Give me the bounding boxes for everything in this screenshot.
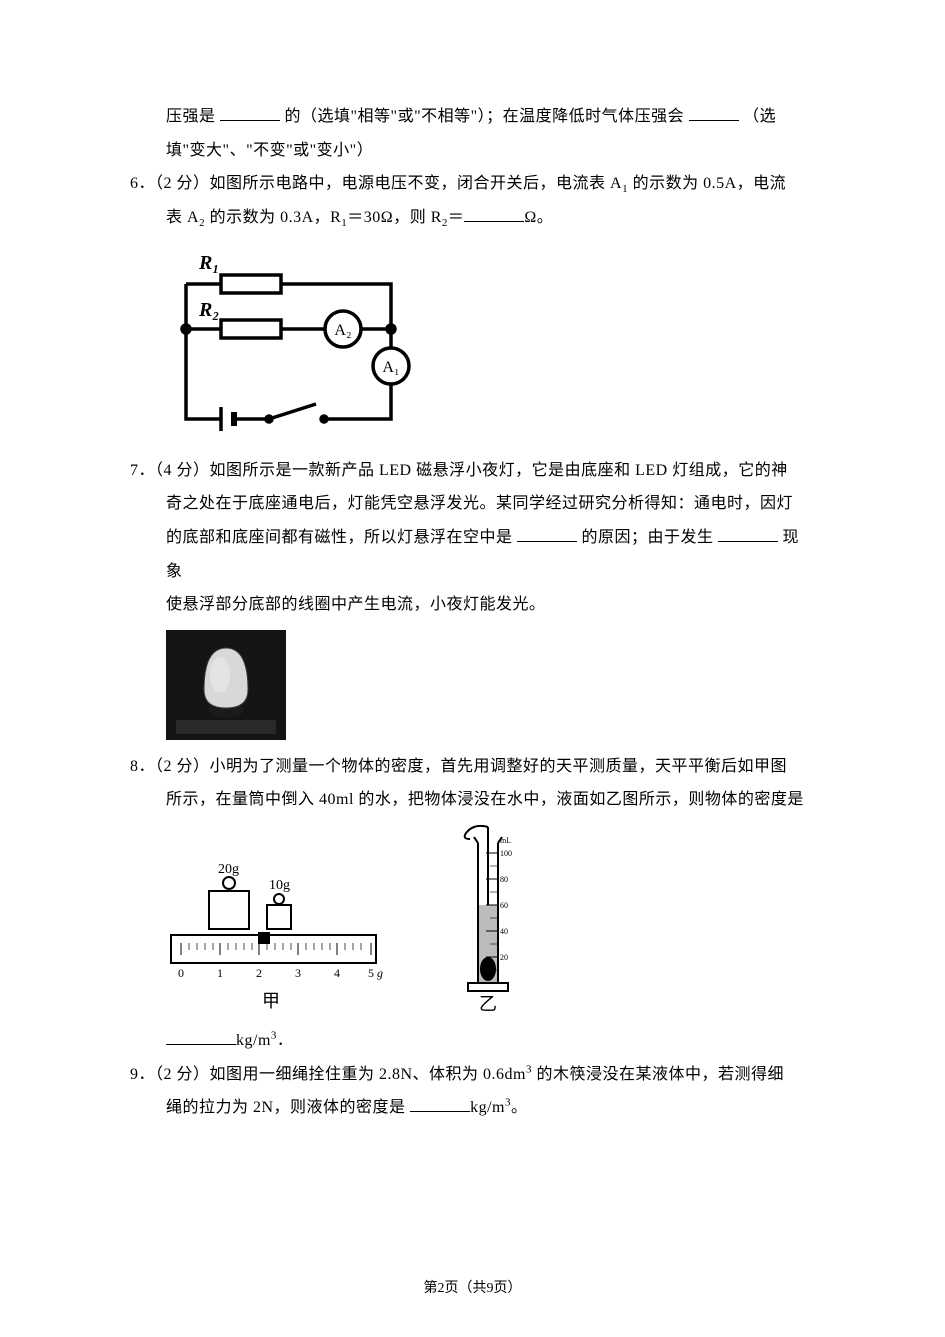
q7-l1: 7．（4 分）如图所示是一款新产品 LED 磁悬浮小夜灯，它是由底座和 LED … — [130, 462, 788, 479]
q9-l1b: 的木筷浸没在某液体中，若测得细 — [532, 1066, 784, 1083]
q5-line2: 填"变大"、"不变"或"变小"） — [130, 134, 815, 168]
exam-page: 压强是 的（选填"相等"或"不相等"）；在温度降低时气体压强会 （选 填"变大"… — [0, 0, 945, 1337]
circuit-a1-label: A₁ — [382, 359, 399, 376]
w20-label: 20g — [218, 862, 239, 877]
q6-line1: 6．（2 分）如图所示电路中，电源电压不变，闭合开关后，电流表 A1 的示数为 … — [130, 167, 815, 201]
s5: 5 — [368, 966, 374, 980]
cyl-60: 60 — [500, 901, 508, 910]
s4: 4 — [334, 966, 340, 980]
balance-svg: 20g 10g — [166, 855, 386, 1015]
q7-line2: 奇之处在于底座通电后，灯能凭空悬浮发光。某同学经过研究分析得知：通电时，因灯 — [130, 487, 815, 521]
sg: g — [377, 966, 383, 980]
circuit-svg: R₁ R₂ A₂ A₁ — [166, 244, 416, 444]
q8-answer-line: kg/m3． — [130, 1024, 815, 1058]
q9-suffix: 。 — [511, 1099, 528, 1116]
q8-figures: 20g 10g — [166, 825, 815, 1020]
q6-t2: 的示数为 0.5A，电流 — [628, 175, 786, 192]
balance-label: 甲 — [262, 991, 280, 1011]
q8-unit-prefix: kg/m — [236, 1032, 271, 1049]
q6-line2: 表 A2 的示数为 0.3A，R1＝30Ω，则 R2＝Ω。 — [130, 201, 815, 235]
q7-line3: 的底部和底座间都有磁性，所以灯悬浮在空中是 的原因；由于发生 现象 — [130, 521, 815, 588]
cyl-40: 40 — [500, 927, 508, 936]
q7-l3a: 的底部和底座间都有磁性，所以灯悬浮在空中是 — [166, 529, 513, 546]
q5-t3: （选 — [743, 108, 776, 125]
cyl-80: 80 — [500, 875, 508, 884]
q9-l1a: 9．（2 分）如图用一细绳拴住重为 2.8N、体积为 0.6dm — [130, 1066, 526, 1083]
q7-line4: 使悬浮部分底部的线圈中产生电流，小夜灯能发光。 — [130, 588, 815, 622]
q7-l4: 使悬浮部分底部的线圈中产生电流，小夜灯能发光。 — [166, 596, 546, 613]
q6-l2a: 表 A — [166, 209, 199, 226]
q9-unit-prefix: kg/m — [470, 1099, 505, 1116]
q6-num: 6．（2 分）如图所示电路中，电源电压不变，闭合开关后，电流表 A — [130, 175, 622, 192]
s1: 1 — [217, 966, 223, 980]
q5-t4: 填"变大"、"不变"或"变小"） — [166, 142, 373, 159]
page-footer: 第2页（共9页） — [0, 1277, 945, 1297]
q8-line2: 所示，在量筒中倒入 40ml 的水，把物体浸没在水中，液面如乙图所示，则物体的密… — [130, 783, 815, 817]
q8-balance: 20g 10g — [166, 855, 386, 1020]
q7-line1: 7．（4 分）如图所示是一款新产品 LED 磁悬浮小夜灯，它是由底座和 LED … — [130, 454, 815, 488]
circuit-a2-label: A₂ — [334, 322, 351, 339]
q8-cylinder: mL 100 80 60 40 20 乙 — [456, 825, 536, 1020]
q8-line1: 8．（2 分）小明为了测量一个物体的密度，首先用调整好的天平测质量，天平平衡后如… — [130, 750, 815, 784]
q7-blank2[interactable] — [718, 525, 778, 542]
s0: 0 — [178, 966, 184, 980]
q6-blank[interactable] — [464, 205, 524, 222]
s2: 2 — [256, 966, 262, 980]
lamp-svg — [166, 630, 286, 740]
q9-line1: 9．（2 分）如图用一细绳拴住重为 2.8N、体积为 0.6dm3 的木筷浸没在… — [130, 1058, 815, 1092]
cylinder-label: 乙 — [479, 994, 497, 1014]
q9-l2a: 绳的拉力为 2N，则液体的密度是 — [166, 1099, 406, 1116]
circuit-r1-label: R₁ — [198, 252, 219, 274]
q7-lamp-figure — [166, 630, 815, 740]
q6-l2b: 的示数为 0.3A，R — [205, 209, 341, 226]
cyl-100: 100 — [500, 849, 512, 858]
q8-l1: 8．（2 分）小明为了测量一个物体的密度，首先用调整好的天平测质量，天平平衡后如… — [130, 758, 787, 775]
q9-line2: 绳的拉力为 2N，则液体的密度是 kg/m3。 — [130, 1091, 815, 1125]
q8-l2: 所示，在量筒中倒入 40ml 的水，把物体浸没在水中，液面如乙图所示，则物体的密… — [166, 791, 804, 808]
q5-blank1[interactable] — [220, 104, 280, 121]
q7-l2: 奇之处在于底座通电后，灯能凭空悬浮发光。某同学经过研究分析得知：通电时，因灯 — [166, 495, 793, 512]
s3: 3 — [295, 966, 301, 980]
q6-l2c: ＝30Ω，则 R — [347, 209, 442, 226]
q6-circuit-figure: R₁ R₂ A₂ A₁ — [166, 244, 815, 444]
q9-blank[interactable] — [410, 1095, 470, 1112]
q7-l3b: 的原因；由于发生 — [582, 529, 714, 546]
cylinder-svg: mL 100 80 60 40 20 乙 — [456, 825, 536, 1015]
q5-t2: 的（选填"相等"或"不相等"）；在温度降低时气体压强会 — [285, 108, 685, 125]
cyl-ml: mL — [500, 836, 511, 845]
q7-blank1[interactable] — [517, 525, 577, 542]
w10-label: 10g — [269, 878, 290, 893]
q8-unit-suffix: ． — [277, 1032, 294, 1049]
q5-line1: 压强是 的（选填"相等"或"不相等"）；在温度降低时气体压强会 （选 — [130, 100, 815, 134]
q5-t1: 压强是 — [166, 108, 216, 125]
q6-l2d: ＝ — [448, 209, 465, 226]
q5-blank2[interactable] — [689, 104, 739, 121]
q6-unit: Ω。 — [524, 209, 553, 226]
cyl-20: 20 — [500, 953, 508, 962]
q8-blank[interactable] — [166, 1028, 236, 1045]
circuit-r2-label: R₂ — [198, 299, 219, 321]
